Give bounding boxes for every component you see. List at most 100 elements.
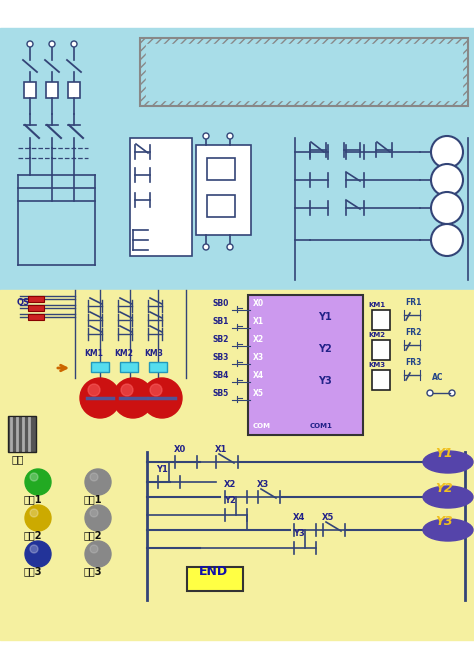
- Circle shape: [427, 390, 433, 396]
- Circle shape: [449, 390, 455, 396]
- Bar: [372, 370, 390, 390]
- Bar: [0, 290, 474, 640]
- Text: X5: X5: [322, 513, 334, 522]
- Circle shape: [431, 164, 463, 196]
- Text: KM1: KM1: [84, 349, 103, 358]
- Circle shape: [203, 244, 209, 250]
- Text: Y3: Y3: [435, 515, 453, 528]
- Circle shape: [30, 509, 38, 517]
- Text: KM2: KM2: [114, 349, 133, 358]
- Circle shape: [85, 541, 111, 567]
- Bar: [149, 362, 167, 372]
- Text: KM2: KM2: [368, 332, 385, 338]
- Bar: [46, 82, 58, 98]
- Bar: [130, 138, 192, 256]
- Text: X1: X1: [253, 317, 264, 326]
- Bar: [28, 314, 44, 320]
- Text: 启动3: 启动3: [24, 566, 43, 576]
- Text: X3: X3: [257, 480, 269, 489]
- Circle shape: [25, 469, 51, 495]
- Bar: [207, 195, 235, 217]
- Circle shape: [49, 41, 55, 47]
- Text: SB2: SB2: [213, 335, 229, 344]
- Circle shape: [30, 473, 38, 481]
- Text: X0: X0: [253, 299, 264, 308]
- Bar: [146, 44, 462, 100]
- Text: Y2: Y2: [435, 482, 453, 495]
- Bar: [8, 416, 36, 452]
- Text: X0: X0: [174, 445, 186, 454]
- Circle shape: [150, 384, 162, 396]
- Bar: [196, 145, 251, 235]
- Bar: [120, 362, 138, 372]
- Bar: [28, 296, 44, 302]
- Circle shape: [25, 541, 51, 567]
- Circle shape: [85, 505, 111, 531]
- Circle shape: [27, 41, 33, 47]
- Text: 停止2: 停止2: [84, 530, 102, 540]
- Text: SB3: SB3: [213, 353, 229, 362]
- Bar: [28, 305, 44, 311]
- Circle shape: [431, 136, 463, 168]
- Text: Y3: Y3: [293, 529, 305, 538]
- Text: FR2: FR2: [405, 328, 421, 337]
- Text: Y3: Y3: [318, 376, 332, 386]
- Circle shape: [85, 469, 111, 495]
- Bar: [91, 362, 109, 372]
- Circle shape: [30, 545, 38, 553]
- Text: KM3: KM3: [368, 362, 385, 368]
- Circle shape: [431, 192, 463, 224]
- Text: 电源: 电源: [12, 454, 25, 464]
- Circle shape: [113, 378, 153, 418]
- Circle shape: [121, 384, 133, 396]
- Text: FR3: FR3: [405, 358, 421, 367]
- Text: X3: X3: [253, 353, 264, 362]
- Ellipse shape: [423, 486, 473, 508]
- Text: Y1: Y1: [435, 447, 453, 460]
- Text: QS: QS: [17, 298, 30, 307]
- Text: X4: X4: [253, 371, 264, 380]
- Circle shape: [431, 224, 463, 256]
- Ellipse shape: [423, 519, 473, 541]
- Text: FR1: FR1: [405, 298, 421, 307]
- Text: X2: X2: [253, 335, 264, 344]
- Ellipse shape: [423, 451, 473, 473]
- Text: 停止1: 停止1: [84, 494, 102, 504]
- FancyBboxPatch shape: [187, 567, 243, 591]
- Text: Y2: Y2: [224, 496, 236, 505]
- Text: END: END: [199, 565, 228, 578]
- Bar: [248, 295, 363, 435]
- Text: KM1: KM1: [368, 302, 385, 308]
- Bar: [372, 340, 390, 360]
- Bar: [207, 158, 235, 180]
- Circle shape: [88, 384, 100, 396]
- Bar: [372, 310, 390, 330]
- Text: SB4: SB4: [213, 371, 229, 380]
- Bar: [0, 0, 474, 28]
- Text: SB5: SB5: [213, 389, 229, 398]
- Text: 启动1: 启动1: [24, 494, 43, 504]
- Circle shape: [90, 473, 98, 481]
- Circle shape: [71, 41, 77, 47]
- Text: COM1: COM1: [310, 423, 333, 429]
- Text: Y1: Y1: [318, 312, 332, 322]
- Text: COM: COM: [253, 423, 271, 429]
- Text: Y1: Y1: [156, 465, 168, 474]
- Text: SB0: SB0: [213, 299, 229, 308]
- Circle shape: [203, 133, 209, 139]
- Text: 停止3: 停止3: [84, 566, 102, 576]
- FancyBboxPatch shape: [140, 38, 468, 106]
- Text: SB1: SB1: [213, 317, 229, 326]
- Text: Y2: Y2: [318, 344, 332, 354]
- Bar: [24, 82, 36, 98]
- Text: X1: X1: [215, 445, 228, 454]
- Text: KM3: KM3: [144, 349, 163, 358]
- Text: X5: X5: [253, 389, 264, 398]
- Circle shape: [25, 505, 51, 531]
- Circle shape: [90, 509, 98, 517]
- Text: X4: X4: [293, 513, 305, 522]
- Text: AC: AC: [432, 373, 444, 382]
- Text: X2: X2: [224, 480, 237, 489]
- Bar: [68, 82, 80, 98]
- Bar: [0, 28, 474, 290]
